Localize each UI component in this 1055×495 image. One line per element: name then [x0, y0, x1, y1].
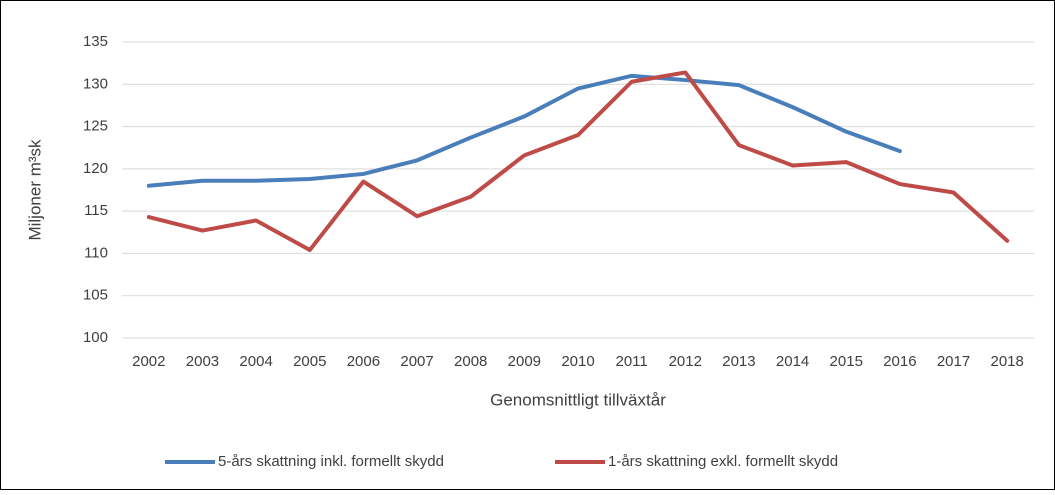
series-line [146, 70, 1010, 253]
legend-label: 5-års skattning inkl. formellt skydd [218, 453, 444, 470]
series-line [146, 73, 902, 188]
x-tick-label: 2009 [508, 353, 541, 370]
x-tick-label: 2013 [722, 353, 755, 370]
x-tick-label: 2018 [990, 353, 1023, 370]
x-tick-label: 2003 [186, 353, 219, 370]
y-tick-label: 135 [83, 33, 108, 50]
x-tick-label: 2014 [776, 353, 809, 370]
x-tick-label: 2007 [400, 353, 433, 370]
y-tick-label: 120 [83, 160, 108, 177]
x-tick-label: 2011 [616, 353, 648, 370]
y-tick-label: 130 [83, 75, 108, 92]
x-tick-label: 2008 [454, 353, 487, 370]
x-tick-label: 2010 [561, 353, 594, 370]
y-tick-label: 125 [83, 118, 108, 135]
x-tick-label: 2015 [830, 353, 863, 370]
x-tick-label: 2017 [937, 353, 970, 370]
y-tick-label: 105 [83, 287, 108, 304]
x-axis-title: Genomsnittligt tillväxtår [490, 390, 666, 409]
x-tick-label: 2016 [883, 353, 916, 370]
x-tick-label: 2006 [347, 353, 380, 370]
y-tick-label: 110 [84, 244, 108, 261]
y-tick-label: 100 [83, 329, 108, 346]
x-tick-label: 2004 [239, 353, 272, 370]
x-tick-label: 2012 [669, 353, 702, 370]
y-axis-title: Miljoner m³sk [25, 139, 44, 241]
legend-label: 1-års skattning exkl. formellt skydd [608, 453, 838, 470]
y-tick-label: 115 [84, 202, 108, 219]
x-tick-label: 2002 [132, 353, 165, 370]
x-tick-label: 2005 [293, 353, 326, 370]
